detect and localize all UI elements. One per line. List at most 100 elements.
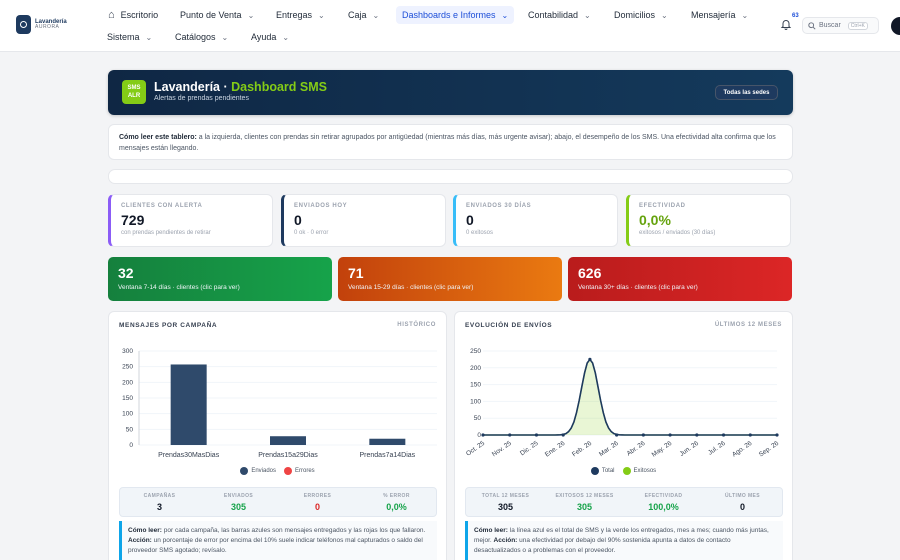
series-exitosos-area xyxy=(483,359,777,435)
dashboard-help: Cómo leer este tablero: a la izquierda, … xyxy=(108,124,793,160)
campaign-messages-panel: MENSAJES POR CAMPAÑA HISTÓRICO 300 250 200… xyxy=(108,311,447,560)
nav-escritorio[interactable]: ⌂ Escritorio xyxy=(108,9,159,21)
campaign-stats: CAMPAÑAS 3 ENVIADOS 305 ERRORES 0 % ERROR 0,… xyxy=(119,487,437,517)
nav-punto-de-venta[interactable]: Punto de Venta ⌄ xyxy=(180,10,255,20)
nav-catalogos[interactable]: Catálogos ⌄ xyxy=(175,32,229,42)
y-tick-label: 50 xyxy=(126,426,134,433)
filter-bar xyxy=(108,169,793,184)
y-tick-label: 200 xyxy=(470,365,481,372)
data-point xyxy=(508,433,512,437)
chevron-down-icon: ⌄ xyxy=(318,10,325,20)
notification-count: 63 xyxy=(792,13,799,19)
shortcut-hint: Ctrl+K xyxy=(847,21,868,30)
search-box[interactable]: Buscar Ctrl+K xyxy=(802,17,879,34)
enviados-swatch xyxy=(240,467,249,475)
errores-swatch xyxy=(284,467,292,475)
page-title: Lavandería · Dashboard SMS xyxy=(154,80,327,94)
x-tick-label: Dic. 25 xyxy=(519,440,540,458)
exitosos-swatch xyxy=(622,467,631,475)
brand-logo[interactable]: Lavandería AURORA xyxy=(16,15,67,34)
y-tick-label: 300 xyxy=(122,348,133,355)
dashboard-header: SMS ALR Lavandería · Dashboard SMS Alerta… xyxy=(108,70,793,115)
campaign-help: Cómo leer: por cada campaña, las barras … xyxy=(119,521,437,560)
y-tick-label: 100 xyxy=(470,398,481,405)
evolution-stats: TOTAL 12 MESES 305 EXITOSOS 12 MESES 305 E… xyxy=(465,487,783,517)
all-branches-button[interactable]: Todas las sedes xyxy=(715,85,778,100)
nav-ayuda[interactable]: Ayuda ⌄ xyxy=(251,32,290,42)
data-point xyxy=(534,433,539,437)
series-total-line xyxy=(483,358,777,436)
page-subtitle: Alertas de prendas pendientes xyxy=(154,95,249,102)
window-7-14-card[interactable]: 32 Ventana 7-14 días · clientes (clic par… xyxy=(108,257,332,301)
brand-sub: AURORA xyxy=(35,24,60,30)
data-point xyxy=(721,433,726,437)
evolution-help: Cómo leer: la línea azul es el total de … xyxy=(465,521,783,560)
bar-enviados xyxy=(270,436,306,445)
chevron-down-icon: ⌄ xyxy=(221,32,229,42)
chevron-down-icon: ⌄ xyxy=(741,10,749,20)
kpi-clientes-alerta: CLIENTES CON ALERTA 729 con prendas pendie… xyxy=(108,194,273,247)
y-tick-label: 200 xyxy=(122,379,133,386)
data-point xyxy=(695,433,699,437)
y-tick-label: 150 xyxy=(122,395,133,402)
bar-enviados xyxy=(369,438,406,445)
y-tick-label: 250 xyxy=(470,348,481,355)
chevron-down-icon: ⌄ xyxy=(584,10,591,20)
y-tick-label: 50 xyxy=(474,415,482,422)
line-chart-legend: Total Exitosos xyxy=(455,467,792,475)
x-tick-label: Jun. 26 xyxy=(678,440,700,458)
total-swatch xyxy=(590,467,599,475)
kpi-efectividad: EFECTIVIDAD 0,0% exitosos / enviados (30 d… xyxy=(626,194,791,247)
data-point xyxy=(588,357,592,361)
data-point xyxy=(775,433,779,437)
laundry-logo-icon xyxy=(16,15,31,34)
nav-dashboards[interactable]: Dashboards e Informes ⌄ xyxy=(396,6,515,24)
x-tick-label: Oct. 25 xyxy=(465,440,486,458)
data-point xyxy=(668,433,672,437)
search-icon xyxy=(808,21,816,30)
x-tick-label: Abr. 26 xyxy=(626,440,647,458)
series-exitosos-line xyxy=(483,358,777,436)
data-point xyxy=(615,433,619,437)
y-tick-label: 0 xyxy=(477,432,481,439)
chevron-down-icon: ⌄ xyxy=(145,32,153,42)
chevron-down-icon: ⌄ xyxy=(372,10,380,20)
window-15-29-card[interactable]: 71 Ventana 15-29 días · clientes (clic pa… xyxy=(338,257,562,301)
nav-mensajeria[interactable]: Mensajería ⌄ xyxy=(691,10,749,20)
nav-entregas[interactable]: Entregas ⌄ xyxy=(276,10,325,20)
data-point xyxy=(641,433,645,437)
bar-chart-legend: Enviados Errores xyxy=(109,467,446,475)
x-tick-label: Mar. 26 xyxy=(598,440,620,458)
avatar[interactable] xyxy=(891,17,900,35)
x-tick-label: May. 26 xyxy=(651,440,674,459)
nav-contabilidad[interactable]: Contabilidad ⌄ xyxy=(528,10,591,20)
y-tick-label: 150 xyxy=(470,382,481,389)
y-tick-label: 250 xyxy=(122,364,133,371)
chevron-down-icon: ⌄ xyxy=(661,10,668,20)
kpi-enviados-30-dias: ENVIADOS 30 DÍAS 0 0 exitosos xyxy=(453,194,618,247)
nav-domicilios[interactable]: Domicilios ⌄ xyxy=(614,10,668,20)
nav-caja[interactable]: Caja ⌄ xyxy=(348,10,380,20)
data-point xyxy=(748,433,752,437)
x-tick-label: Nov. 25 xyxy=(491,440,513,459)
chevron-down-icon: ⌄ xyxy=(282,32,290,42)
brand-name: Lavandería xyxy=(35,19,67,25)
x-tick-label: Jul. 26 xyxy=(707,440,727,457)
top-navigation: Lavandería AURORA ⌂ Escritorio Punto de … xyxy=(0,0,900,52)
window-30-plus-card[interactable]: 626 Ventana 30+ días · clientes (clic par… xyxy=(568,257,792,301)
y-tick-label: 0 xyxy=(129,442,133,449)
x-tick-label: Feb. 26 xyxy=(571,440,593,459)
sends-evolution-panel: EVOLUCIÓN DE ENVÍOS ÚLTIMOS 12 MESES 250… xyxy=(454,311,793,560)
x-tick-label: Prendas15a29Dias xyxy=(258,452,318,459)
home-icon: ⌂ xyxy=(108,9,115,21)
x-tick-label: Prendas7a14Dias xyxy=(360,452,416,459)
bell-icon[interactable] xyxy=(780,18,792,30)
data-point xyxy=(561,433,565,437)
nav-sistema[interactable]: Sistema ⌄ xyxy=(107,32,153,42)
chevron-down-icon: ⌄ xyxy=(501,10,509,20)
x-tick-label: Prendas30MasDias xyxy=(158,452,220,459)
kpi-enviados-hoy: ENVIADOS HOY 0 0 ok · 0 error xyxy=(281,194,446,247)
bar-enviados xyxy=(170,364,207,445)
data-point xyxy=(481,433,485,437)
